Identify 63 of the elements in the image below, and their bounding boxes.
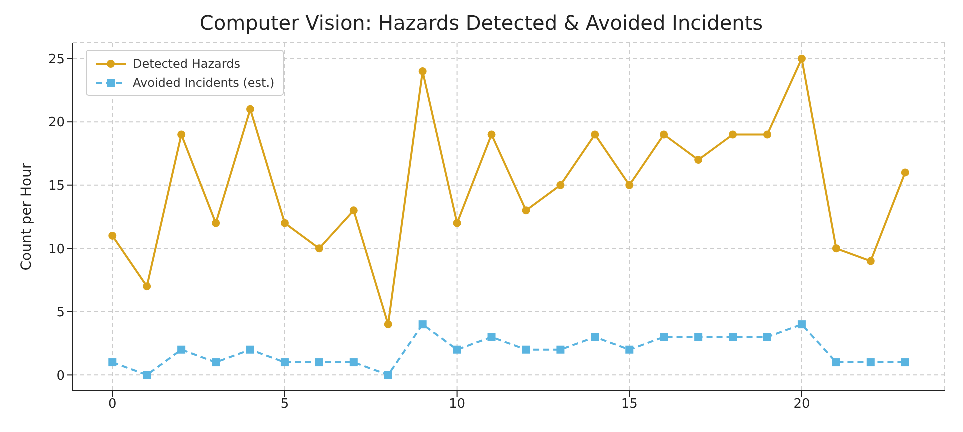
point: [315, 358, 324, 367]
point: [384, 320, 392, 329]
chart-title: Computer Vision: Hazards Detected & Avoided Incidents: [198, 10, 764, 37]
point: [143, 371, 152, 380]
point: [350, 206, 358, 215]
y-tick-label: 5: [56, 306, 65, 321]
point: [418, 320, 427, 329]
point: [315, 244, 324, 253]
point: [626, 181, 634, 190]
point: [453, 219, 462, 228]
point: [178, 130, 186, 139]
point: [280, 358, 289, 367]
point: [280, 219, 289, 228]
y-tick-label: 0: [56, 368, 65, 384]
point: [729, 333, 738, 342]
y-tick-label: 10: [48, 242, 65, 258]
point: [901, 168, 910, 177]
point: [522, 346, 530, 354]
point: [626, 346, 634, 354]
point: [556, 346, 565, 354]
point: [418, 67, 427, 76]
x-tick-label: 5: [280, 397, 290, 412]
point: [384, 371, 392, 380]
y-tick-label: 15: [48, 178, 65, 194]
point: [798, 320, 806, 329]
point: [108, 358, 117, 367]
point: [660, 333, 668, 342]
y-tick-label: 20: [48, 116, 65, 131]
point: [866, 257, 875, 266]
x-tick-label: 10: [449, 397, 466, 412]
point: [764, 130, 772, 139]
point: [764, 333, 772, 342]
point: [453, 346, 462, 354]
point: [591, 130, 600, 139]
point: [832, 358, 840, 367]
point: [143, 282, 152, 291]
point: [246, 346, 254, 354]
point: [488, 130, 496, 139]
point: [832, 244, 840, 253]
point: [694, 333, 703, 342]
point: [522, 206, 530, 215]
legend-label: Detected Hazards: [133, 56, 240, 70]
point: [212, 219, 220, 228]
point: [729, 130, 738, 139]
point: [901, 358, 910, 367]
point: [556, 181, 565, 190]
x-tick-label: 15: [621, 397, 638, 412]
y-axis-title: Count per Hour: [18, 163, 35, 271]
legend-label: Avoided Incidents (est.): [133, 76, 275, 90]
point: [108, 232, 117, 240]
point: [178, 346, 186, 354]
point: [350, 358, 358, 367]
x-tick-label: 20: [794, 397, 810, 412]
point: [694, 156, 703, 164]
point: [488, 333, 496, 342]
point: [591, 333, 600, 342]
point: [212, 358, 220, 367]
point: [660, 130, 668, 139]
y-tick-label: 25: [48, 52, 65, 68]
point: [798, 54, 806, 63]
point: [246, 105, 254, 114]
point: [866, 358, 875, 367]
x-tick-label: 0: [108, 397, 117, 412]
